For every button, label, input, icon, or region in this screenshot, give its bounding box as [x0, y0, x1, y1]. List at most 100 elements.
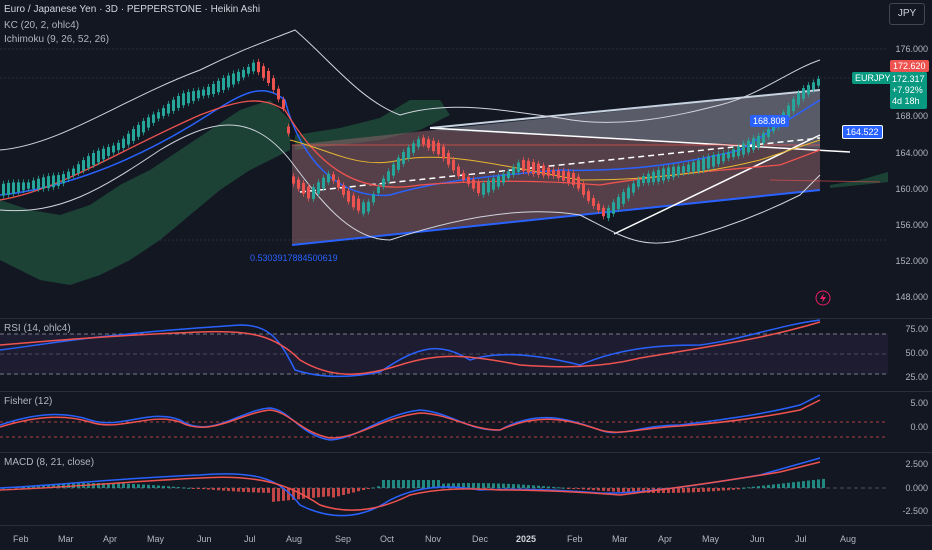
chart-canvas[interactable]: 0.5303917884500619 — [0, 0, 888, 550]
macd-bar — [772, 484, 775, 488]
macd-bar — [447, 483, 450, 488]
candle — [757, 135, 760, 148]
macd-bar — [322, 488, 325, 497]
macd-bar — [232, 488, 235, 492]
candle — [812, 82, 815, 90]
candle — [817, 78, 820, 86]
macd-bar — [332, 488, 335, 498]
macd-legend[interactable]: MACD (8, 21, close) — [4, 457, 95, 468]
macd-bar — [437, 480, 440, 488]
candle — [12, 182, 15, 194]
macd-bar — [422, 480, 425, 488]
macd-bar — [182, 487, 185, 489]
rsi-legend[interactable]: RSI (14, ohlc4) — [4, 323, 71, 334]
candle — [562, 170, 565, 181]
macd-bar — [692, 488, 695, 493]
candle — [107, 147, 110, 156]
macd-bar — [177, 487, 180, 489]
candle — [237, 71, 240, 82]
candle — [652, 171, 655, 183]
candle — [282, 99, 285, 109]
ichimoku-legend[interactable]: Ichimoku (9, 26, 52, 26) — [4, 34, 110, 45]
macd-bar — [492, 483, 495, 488]
macd-bar — [627, 488, 630, 493]
candle — [397, 157, 400, 170]
candle — [262, 66, 265, 78]
candle — [532, 162, 535, 174]
pane-divider[interactable] — [0, 318, 932, 319]
macd-bar — [802, 481, 805, 488]
macd-bar — [472, 483, 475, 488]
macd-bar — [162, 485, 165, 488]
candle — [352, 195, 355, 208]
macd-bar — [202, 488, 205, 490]
macd-bar — [757, 486, 760, 488]
macd-bar — [387, 480, 390, 488]
macd-bar — [812, 480, 815, 488]
macd-bar — [377, 486, 380, 488]
candle — [617, 197, 620, 209]
candle — [802, 88, 805, 99]
candle — [97, 150, 100, 163]
candle — [622, 192, 625, 204]
pane-divider[interactable] — [0, 391, 932, 392]
macd-bar — [577, 488, 580, 489]
macd-bar — [142, 484, 145, 488]
macd-bar — [117, 483, 120, 488]
price-axis[interactable]: 176.000 168.000 164.000 160.000 156.000 … — [895, 44, 928, 302]
macd-bar — [37, 485, 40, 488]
triangle-shade — [292, 130, 820, 245]
pane-divider[interactable] — [0, 525, 932, 526]
macd-bar — [597, 488, 600, 491]
macd-bar — [392, 480, 395, 488]
macd-bar — [497, 483, 500, 488]
candle — [527, 160, 530, 173]
candle — [132, 129, 135, 141]
candle — [762, 133, 765, 143]
kc-legend[interactable]: KC (20, 2, ohlc4) — [4, 20, 80, 31]
macd-bar — [272, 488, 275, 502]
fisher-legend[interactable]: Fisher (12) — [4, 396, 53, 407]
macd-bar — [482, 483, 485, 488]
macd-bar — [722, 488, 725, 491]
candle — [72, 168, 75, 176]
candle — [62, 174, 65, 184]
candle — [217, 80, 220, 93]
macd-bar — [252, 488, 255, 493]
candle — [227, 75, 230, 88]
candle — [547, 167, 550, 176]
candle — [122, 138, 125, 148]
candle — [292, 176, 295, 184]
macd-bar — [582, 488, 585, 490]
candle — [417, 139, 420, 147]
macd-bar — [522, 484, 525, 488]
candle — [82, 160, 85, 171]
macd-bar — [742, 487, 745, 489]
candle — [502, 174, 505, 183]
candle — [172, 99, 175, 111]
candle — [222, 78, 225, 90]
candle — [307, 186, 310, 199]
currency-button[interactable]: JPY — [889, 3, 925, 25]
candle — [377, 186, 380, 194]
macd-bar — [602, 488, 605, 491]
candle — [587, 191, 590, 201]
macd-bar — [397, 480, 400, 488]
candle — [612, 202, 615, 214]
macd-bar — [157, 485, 160, 488]
macd-bar — [637, 488, 640, 493]
candle — [517, 162, 520, 172]
candle — [7, 182, 10, 195]
line-label-1: 168.808 — [750, 115, 789, 127]
candle — [712, 155, 715, 167]
macd-bar — [442, 483, 445, 488]
chart-title: Euro / Japanese Yen · 3D · PEPPERSTONE ·… — [4, 4, 261, 15]
candle — [592, 198, 595, 206]
lightning-icon[interactable] — [815, 290, 831, 306]
candle — [312, 187, 315, 199]
macd-bar — [677, 488, 680, 493]
candle — [422, 137, 425, 145]
macd-bar — [487, 483, 490, 488]
pane-divider[interactable] — [0, 452, 932, 453]
macd-bar — [217, 488, 220, 491]
